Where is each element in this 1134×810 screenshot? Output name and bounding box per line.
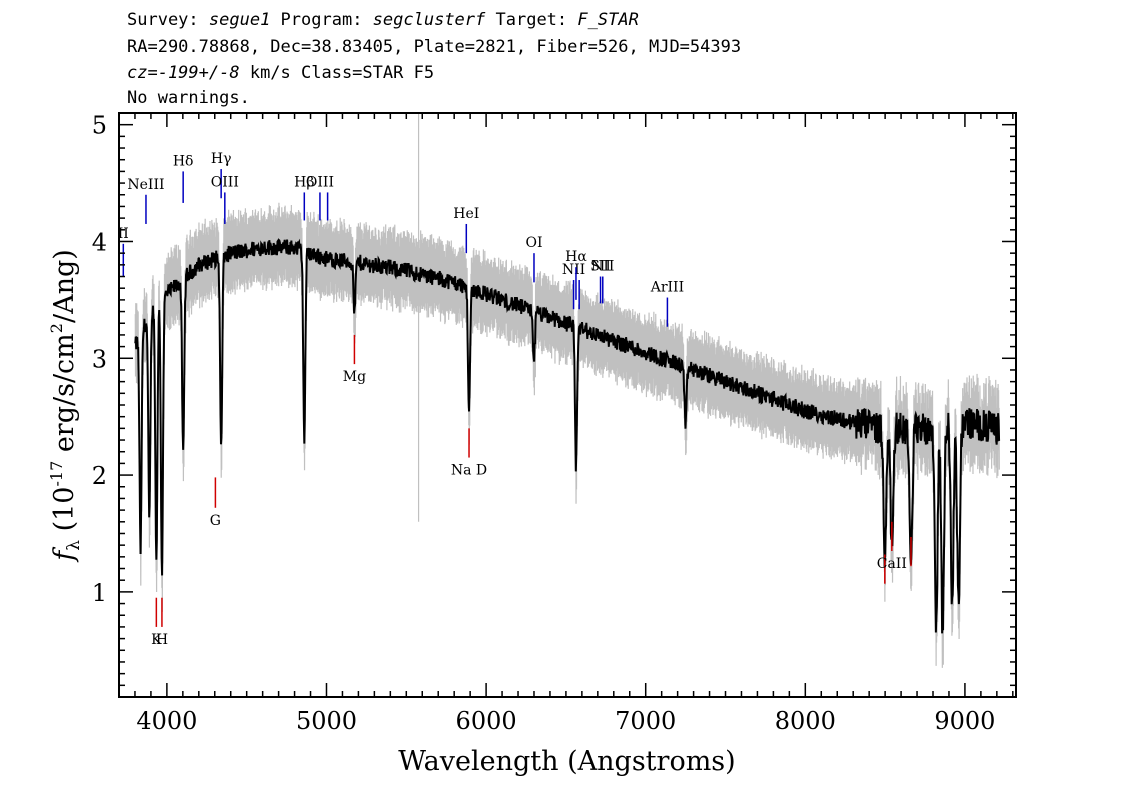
- x-tick-label: 4000: [136, 707, 197, 735]
- emission-label-5: Hβ: [294, 174, 314, 190]
- survey-label: Survey:: [127, 10, 209, 30]
- flux-series: [134, 237, 1001, 634]
- emission-label-3: Hγ: [211, 151, 232, 167]
- emission-label-4: OIII: [211, 174, 239, 190]
- header-line-4: No warnings.: [127, 88, 250, 108]
- y-tick-label: 5: [92, 112, 107, 140]
- y-axis-title: fλ (10-17 erg/s/cm2/Ang): [47, 249, 84, 563]
- y-tick-label: 2: [92, 462, 107, 490]
- x-tick-label: 7000: [615, 707, 676, 735]
- x-tick-label: 8000: [775, 707, 836, 735]
- y-tick-label: 3: [92, 345, 107, 373]
- header-line-1: Survey: segue1 Program: segclusterf Targ…: [127, 9, 639, 31]
- emission-label-9: OI: [525, 235, 542, 251]
- target-value: F_STAR: [577, 10, 639, 30]
- emission-label-15: ArIII: [650, 280, 684, 296]
- class-text: km/s Class=STAR F5: [239, 63, 435, 83]
- absorption-label-6: CaII: [877, 556, 907, 572]
- emission-label-1: NeIII: [127, 177, 164, 193]
- header-line-3: cz=-199+/-8 km/s Class=STAR F5: [127, 62, 434, 84]
- emission-label-2: Hδ: [173, 153, 194, 169]
- emission-label-10: NII: [562, 262, 585, 278]
- emission-label-8: HeI: [453, 206, 479, 222]
- x-axis-title: Wavelength (Angstroms): [398, 746, 735, 777]
- x-tick-label: 6000: [456, 707, 517, 735]
- y-tick-label: 4: [92, 228, 107, 256]
- program-value: segclusterf: [372, 10, 486, 30]
- survey-value: segue1: [208, 10, 271, 30]
- absorption-label-3: Mg: [343, 369, 366, 385]
- x-tick-label: 5000: [296, 707, 357, 735]
- absorption-label-1: H: [156, 632, 168, 648]
- absorption-label-0: K: [151, 632, 162, 648]
- absorption-label-4: Na D: [451, 463, 487, 479]
- emission-label-11: Hα: [565, 249, 587, 265]
- program-label: Program:: [270, 10, 373, 30]
- x-tick-label: 9000: [934, 707, 995, 735]
- emission-label-13: SII: [590, 259, 611, 275]
- target-label: Target:: [485, 10, 578, 30]
- emission-label-6: OIII: [306, 174, 334, 190]
- y-tick-label: 1: [92, 579, 107, 607]
- emission-label-14: NII: [591, 259, 614, 275]
- cz-value: cz=-199+/-8: [127, 63, 240, 83]
- header-line-2: RA=290.78868, Dec=38.83405, Plate=2821, …: [127, 37, 742, 57]
- absorption-label-2: G: [210, 513, 221, 529]
- emission-label-0: II: [118, 226, 129, 242]
